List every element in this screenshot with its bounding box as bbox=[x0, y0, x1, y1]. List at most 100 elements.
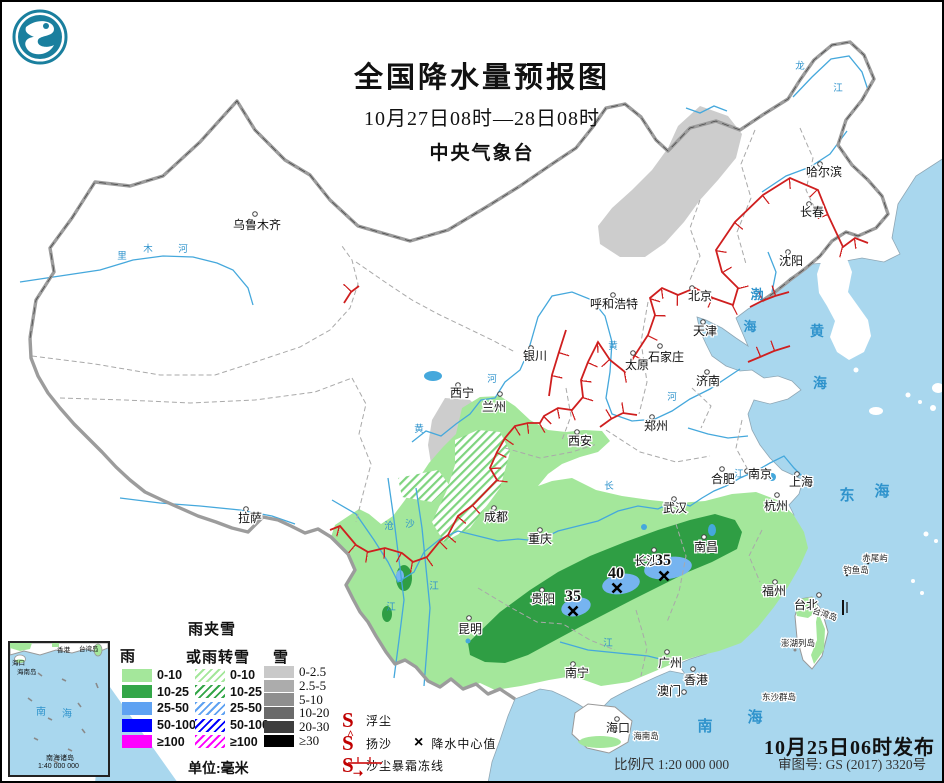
issue-time: 10月25日06时发布 bbox=[764, 737, 935, 759]
city-label: 呼和浩特 bbox=[590, 296, 638, 311]
city-dot bbox=[719, 466, 725, 472]
city-dot bbox=[537, 527, 543, 533]
sleet-col-row: 10-25 bbox=[195, 684, 269, 701]
snow-col-row: 20-30 bbox=[264, 719, 329, 734]
river-name-label: 江 bbox=[429, 581, 439, 592]
city-label: 沈阳 bbox=[779, 253, 803, 268]
legend-label: 10-20 bbox=[299, 705, 330, 721]
legend-label: ≥30 bbox=[299, 732, 320, 748]
symbol-blowing-sand: S ^ 扬沙 × 降水中心值 bbox=[342, 727, 497, 755]
symbol-label: 沙尘暴 bbox=[366, 758, 406, 773]
legend-swatch bbox=[195, 735, 225, 749]
city-dot bbox=[539, 587, 545, 593]
legend-swatch bbox=[195, 718, 225, 732]
city-label: 西安 bbox=[568, 433, 592, 448]
legend-label: 5-10 bbox=[299, 691, 323, 707]
sea-name-label: 东 bbox=[839, 486, 854, 504]
sea-name-label: 黄 bbox=[810, 323, 824, 340]
river-name-label: 龙 bbox=[795, 60, 805, 72]
legend-swatch bbox=[264, 679, 294, 692]
city-label: 南京 bbox=[748, 466, 772, 481]
legend-swatch bbox=[264, 720, 294, 734]
city-label: 石家庄 bbox=[648, 349, 684, 364]
city-dot bbox=[649, 414, 655, 420]
city-label: 乌鲁木齐 bbox=[233, 217, 281, 232]
legend-label: 0-2.5 bbox=[299, 663, 327, 679]
sea-name-label: 海 bbox=[743, 319, 756, 334]
city-dot bbox=[816, 592, 822, 598]
symbol-label: 降水中心值 bbox=[431, 736, 497, 751]
legend-label: ≥100 bbox=[157, 734, 185, 749]
river-name-label: 江 bbox=[603, 638, 613, 649]
frost-line-sample-icon bbox=[348, 757, 382, 764]
city-dot bbox=[785, 249, 791, 255]
city-dot bbox=[455, 382, 461, 388]
river-name-label: 沧 bbox=[384, 520, 394, 532]
city-label: 天津 bbox=[693, 324, 717, 338]
sea-name-label: 渤 bbox=[750, 287, 763, 302]
valid-period: 10月27日08时—28日08时 bbox=[364, 108, 600, 130]
legend-swatch bbox=[195, 701, 225, 715]
city-label: 昆明 bbox=[458, 622, 482, 636]
frost-line bbox=[329, 176, 869, 562]
inset-hainan-label: 海南岛 bbox=[17, 669, 37, 676]
city-dot bbox=[817, 161, 823, 167]
city-dot bbox=[630, 350, 636, 356]
sea-name-label: 海 bbox=[874, 482, 889, 500]
city-label: 拉萨 bbox=[238, 510, 262, 525]
rain-col-row: 10-25 bbox=[122, 684, 196, 701]
legend-label: 25-50 bbox=[230, 701, 262, 716]
title-block: 全国降水量预报图 10月27日08时—28日08时 中央气象台 bbox=[282, 54, 682, 165]
precip-center-value: 35 bbox=[565, 588, 581, 605]
city-dot bbox=[657, 343, 663, 349]
symbol-label: 霜冻线 bbox=[405, 758, 445, 773]
legend-swatch bbox=[264, 734, 294, 747]
city-label: 哈尔滨 bbox=[806, 164, 842, 179]
blowing-sand-icon: S ^ bbox=[342, 727, 354, 755]
sleet-col-row: 25-50 bbox=[195, 700, 269, 717]
rain-col-row: ≥100 bbox=[122, 733, 196, 750]
city-label: 郑州 bbox=[644, 418, 668, 433]
legend-swatch bbox=[195, 668, 225, 682]
legend-swatch bbox=[122, 668, 152, 682]
city-dot bbox=[252, 211, 258, 217]
precip-center-x-mark bbox=[567, 605, 579, 617]
rain-col-row: 25-50 bbox=[122, 700, 196, 717]
river-name-label: 江 bbox=[386, 602, 396, 613]
river-name-label: 黄 bbox=[414, 423, 424, 435]
symbol-label: 扬沙 bbox=[366, 736, 393, 751]
legend-swatch bbox=[264, 707, 294, 720]
sea-name-label: 海 bbox=[813, 375, 827, 392]
city-dot bbox=[701, 534, 707, 540]
precip-center-x-mark bbox=[611, 582, 623, 594]
inset-taiwan-label: 台湾岛 bbox=[79, 646, 99, 653]
map-scale: 比例尺 1:20 000 000 bbox=[614, 757, 730, 772]
inset-sea-label: 南 bbox=[36, 707, 46, 718]
city-label: 海口 bbox=[606, 720, 630, 735]
island-name-label: 赤尾屿 bbox=[862, 553, 888, 563]
sandstorm-icon: S ➝ bbox=[342, 753, 364, 781]
legend-sleet-scale: 0-10 10-25 25-50 50-100 ≥100 bbox=[195, 667, 269, 750]
river-name-label: 江 bbox=[833, 83, 843, 94]
symbol-label: 浮尘 bbox=[366, 713, 393, 728]
city-dot bbox=[528, 345, 534, 351]
island-name-label: 澎湖列岛 bbox=[781, 638, 815, 648]
city-label: 南宁 bbox=[565, 665, 589, 680]
agency-name: 中央气象台 bbox=[429, 143, 535, 164]
city-dot bbox=[570, 661, 576, 667]
city-dot bbox=[772, 579, 778, 585]
legend-label: 0-10 bbox=[230, 668, 256, 683]
legend-label: 2.5-5 bbox=[299, 677, 327, 693]
legend-label: 50-100 bbox=[157, 718, 196, 733]
city-dot bbox=[774, 492, 780, 498]
legend-swatch bbox=[264, 693, 294, 706]
city-dot bbox=[806, 201, 812, 207]
river-name-label: 木 bbox=[143, 243, 153, 255]
legend-label: 0-10 bbox=[157, 668, 183, 683]
legend-label: 50-100 bbox=[230, 718, 269, 733]
rain-col-row: 50-100 bbox=[122, 717, 196, 734]
city-label: 上海 bbox=[789, 474, 813, 489]
city-label: 兰州 bbox=[482, 400, 506, 414]
inset-scale-label: 1:40 000 000 bbox=[38, 763, 79, 770]
river-name-label: 江 bbox=[734, 469, 744, 480]
